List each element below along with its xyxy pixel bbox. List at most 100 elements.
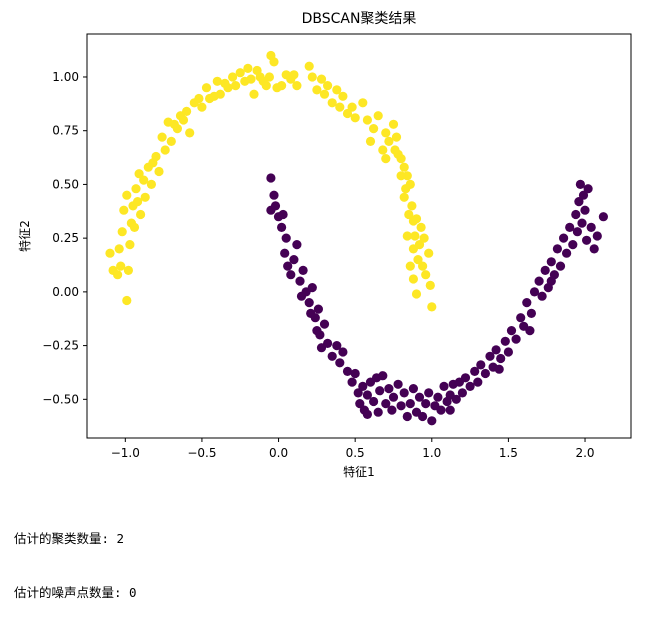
scatter-point: [410, 231, 420, 241]
scatter-point: [411, 214, 422, 224]
scatter-point: [578, 190, 589, 200]
scatter-point: [575, 179, 586, 189]
scatter-point: [421, 270, 431, 280]
scatter-point: [418, 261, 428, 271]
scatter-point: [522, 298, 532, 308]
scatter-point: [568, 240, 578, 250]
scatter-point: [362, 115, 372, 125]
scatter-point: [286, 270, 296, 280]
scatter-point: [418, 411, 428, 422]
scatter-point: [388, 392, 399, 402]
scatter-point: [243, 63, 253, 73]
scatter-point: [105, 248, 115, 258]
scatter-point: [157, 132, 167, 142]
y-tick-label: −0.25: [42, 339, 79, 353]
scatter-point: [427, 416, 437, 426]
scatter-point: [151, 151, 161, 162]
scatter-point: [582, 235, 592, 245]
scatter-point: [411, 289, 422, 299]
scatter-point: [571, 209, 581, 220]
scatter-point: [555, 261, 566, 271]
scatter-point: [185, 128, 195, 138]
scatter-point: [460, 373, 471, 383]
scatter-point: [445, 405, 455, 415]
scatter-point: [396, 171, 406, 181]
scatter-point: [342, 366, 353, 376]
scatter-point: [323, 81, 333, 91]
scatter-point: [416, 222, 426, 232]
scatter-plot: DBSCAN聚类结果 −1.0 −0.5 0.0 0.5 1.0 1.5 2.0 −0.50…: [17, 11, 632, 479]
scatter-point: [387, 405, 397, 415]
scatter-point: [295, 276, 305, 286]
scatter-point: [529, 287, 540, 297]
scatter-point: [182, 106, 192, 116]
scatter-point: [140, 192, 150, 202]
y-axis-label: 特征2: [17, 220, 32, 252]
scatter-point: [197, 102, 207, 112]
scatter-point: [592, 231, 602, 241]
scatter-point: [298, 265, 308, 275]
scatter-point: [160, 145, 170, 155]
chart-title: DBSCAN聚类结果: [302, 11, 417, 27]
scatter-point: [565, 222, 575, 232]
scatter-point: [319, 319, 330, 329]
scatter-point: [139, 175, 149, 185]
scatter-point: [117, 227, 127, 237]
scatter-point: [534, 276, 544, 286]
scatter-point: [399, 388, 409, 398]
scatter-point: [312, 85, 322, 95]
scatter-point: [473, 377, 483, 387]
scatter-point: [586, 222, 596, 232]
scatter-point: [381, 128, 391, 138]
scatter-point: [552, 244, 563, 254]
scatter-point: [506, 326, 517, 336]
scatter-point: [125, 240, 135, 250]
scatter-point: [465, 381, 475, 391]
scatter-point: [201, 83, 212, 93]
scatter-point: [269, 57, 279, 67]
scatter-point: [215, 89, 225, 99]
scatter-point: [427, 302, 437, 312]
scatter-point: [353, 388, 363, 398]
scatter-point: [485, 351, 495, 361]
scatter-point: [355, 399, 365, 409]
x-tick-label: 1.0: [422, 446, 441, 460]
scatter-point: [399, 192, 409, 202]
scatter-point: [249, 89, 259, 99]
scatter-point: [123, 265, 133, 275]
scatter-point: [347, 377, 357, 387]
scatter-point: [480, 368, 490, 379]
scatter-point: [304, 61, 314, 71]
scatter-point: [580, 205, 590, 215]
scatter-point: [362, 390, 372, 400]
scatter-point: [369, 124, 379, 134]
scatter-point: [390, 145, 400, 155]
scatter-point: [338, 347, 348, 357]
y-tick-label: −0.50: [42, 392, 79, 406]
scatter-point: [277, 222, 287, 232]
scatter-point: [562, 248, 572, 258]
scatter-point: [405, 179, 415, 189]
scatter-point: [194, 93, 204, 104]
scatter-point: [122, 295, 132, 306]
scatter-point: [335, 358, 345, 368]
scatter-point: [583, 184, 593, 194]
scatter-point: [327, 98, 337, 108]
scatter-point: [362, 409, 372, 419]
scatter-point: [511, 334, 521, 344]
scatter-point: [589, 244, 599, 254]
y-tick-label: 0.25: [52, 231, 79, 245]
scatter-point: [129, 222, 140, 232]
scatter-point: [261, 81, 271, 91]
y-tick-label: 0.00: [52, 285, 79, 299]
scatter-point: [457, 388, 467, 398]
points-layer: [105, 50, 609, 426]
scatter-point: [114, 244, 124, 254]
scatter-point: [408, 384, 418, 394]
scatter-point: [405, 261, 415, 271]
scatter-point: [264, 72, 274, 82]
scatter-point: [496, 353, 506, 364]
scatter-point: [316, 74, 327, 84]
x-tick-label: −1.0: [111, 446, 140, 460]
scatter-point: [136, 209, 146, 220]
